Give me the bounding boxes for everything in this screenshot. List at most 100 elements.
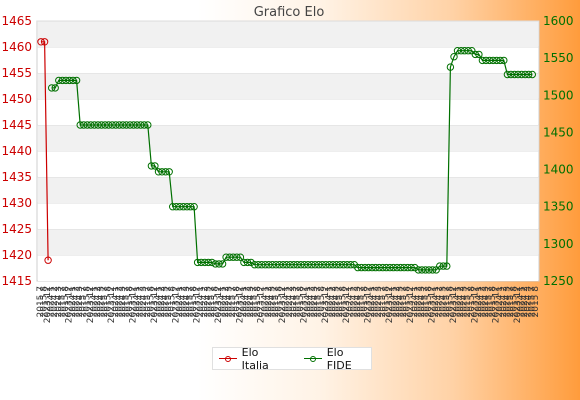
- data-point-elo-fide: [275, 261, 284, 269]
- y-left-tick-label: 1465: [1, 14, 32, 28]
- x-tick-label: 2024 3: [460, 286, 470, 318]
- data-point-elo-fide: [425, 266, 433, 274]
- y-left-tick-label: 1460: [1, 40, 32, 54]
- data-point-elo-fide: [151, 162, 159, 170]
- data-point-elo-fide: [286, 261, 294, 269]
- grid-band: [38, 177, 538, 203]
- legend-marker-elo-fide: [304, 354, 322, 364]
- data-point-elo-fide: [318, 261, 326, 269]
- x-tick-label: 2024 1: [367, 286, 377, 318]
- x-tick-label: 2023 12: [321, 286, 331, 323]
- x-tick-label: 2015 7: [143, 286, 153, 318]
- x-tick-label: 2024 1: [68, 286, 78, 318]
- data-point-elo-fide: [115, 121, 124, 129]
- x-tick-label: 2024 1: [431, 286, 441, 318]
- axis-ticks: 1415 1420 1425 1430 1435 1440 1445 1450 1455 1460…: [1, 14, 573, 323]
- x-tick-label: 2024 3: [54, 286, 64, 318]
- data-point-elo-fide: [51, 84, 59, 92]
- x-tick-label: 2024 2: [178, 286, 188, 318]
- x-tick-label: 2015 7: [250, 286, 260, 318]
- x-tick-label: 2015 8: [232, 286, 242, 318]
- data-point-elo-fide: [129, 121, 138, 129]
- legend: Elo Italia Elo FIDE: [212, 345, 372, 372]
- data-point-elo-fide: [371, 263, 380, 272]
- data-point-elo-fide: [396, 263, 405, 272]
- x-tick-label: 2015 7: [378, 286, 388, 318]
- x-tick-label: 2024 3: [182, 286, 192, 318]
- data-point-elo-fide: [236, 253, 245, 261]
- data-point-elo-fide: [72, 76, 81, 85]
- data-point-elo-fide: [446, 63, 455, 71]
- data-point-elo-fide: [215, 260, 223, 268]
- x-tick-label: 2023 12: [278, 286, 288, 323]
- x-tick-label: 2024 2: [349, 286, 359, 318]
- data-point-elo-fide: [240, 258, 248, 267]
- x-tick-label: 2024 2: [242, 286, 252, 318]
- y-right-tick-label: 1350: [543, 200, 574, 214]
- x-tick-label: 2024 2: [435, 286, 445, 318]
- data-point-elo-fide: [243, 258, 252, 267]
- data-point-elo-fide: [133, 121, 141, 129]
- data-point-elo-fide: [250, 261, 259, 269]
- data-point-elo-fide: [322, 261, 330, 269]
- x-tick-label: 2024 2: [328, 286, 338, 318]
- x-tick-label: 2015 8: [61, 286, 71, 318]
- x-tick-label: 2024 3: [118, 286, 128, 318]
- legend-label-elo-fide: Elo FIDE: [326, 345, 352, 372]
- x-tick-label: 2015 7: [57, 286, 67, 318]
- x-tick-label: 2024 2: [392, 286, 402, 318]
- x-tick-label: 2024 3: [331, 286, 341, 318]
- data-point-elo-fide: [94, 121, 102, 129]
- x-tick-label: 2024 2: [200, 286, 210, 318]
- x-tick-label: 2024 1: [324, 286, 334, 318]
- data-point-elo-fide: [76, 121, 84, 129]
- data-point-elo-fide: [521, 70, 529, 79]
- data-point-elo-fide: [154, 168, 163, 176]
- x-tick-label: 2024 3: [438, 286, 448, 318]
- x-tick-label: 2024 1: [153, 286, 163, 318]
- x-tick-label: 2023 12: [470, 286, 480, 323]
- x-tick-label: 2024 1: [47, 286, 57, 318]
- data-point-elo-fide: [258, 261, 266, 269]
- data-point-elo-fide: [393, 263, 401, 272]
- data-point-elo-fide: [165, 168, 173, 176]
- x-tick-label: 2024 1: [474, 286, 484, 318]
- data-point-elo-fide: [354, 263, 362, 272]
- y-right-tick-label: 1450: [543, 125, 574, 139]
- data-point-elo-fide: [112, 121, 120, 129]
- data-point-elo-fide: [90, 121, 99, 129]
- data-point-elo-fide: [315, 261, 323, 269]
- data-point-elo-fide: [329, 261, 337, 269]
- x-tick-label: 2015 8: [168, 286, 178, 318]
- x-tick-label: 2024 3: [246, 286, 256, 318]
- data-point-elo-fide: [418, 266, 426, 274]
- x-tick-label: 2024 1: [303, 286, 313, 318]
- data-point-elo-fide: [332, 261, 341, 269]
- data-point-elo-fide: [347, 261, 355, 269]
- x-tick-label: 2024 2: [477, 286, 487, 318]
- x-tick-label: 2015 7: [164, 286, 174, 318]
- data-point-elo-fide: [325, 261, 334, 269]
- x-tick-label: 2023 12: [257, 286, 267, 323]
- data-point-elo-fide: [268, 261, 277, 269]
- grid-bands: [37, 20, 539, 281]
- x-tick-label: 2024 2: [520, 286, 530, 318]
- x-tick-label: 2023 12: [43, 286, 53, 323]
- x-tick-label: 2023 12: [364, 286, 374, 323]
- x-tick-label: 2024 1: [346, 286, 356, 318]
- data-point-elo-fide: [126, 121, 134, 129]
- y-left-tick-label: 1425: [1, 222, 32, 236]
- data-point-elo-fide: [507, 70, 515, 79]
- data-point-elo-fide: [489, 56, 497, 65]
- data-point-elo-fide: [140, 121, 148, 129]
- y-left-tick-label: 1435: [1, 170, 32, 184]
- x-tick-label: 2024 2: [264, 286, 274, 318]
- data-point-elo-fide: [528, 70, 536, 79]
- x-tick-label: 2024 2: [307, 286, 317, 318]
- data-point-elo-fide: [65, 76, 74, 85]
- grid-band: [38, 73, 538, 99]
- data-point-elo-fide: [169, 203, 177, 211]
- data-point-elo-fide: [464, 47, 472, 55]
- x-tick-label: 2024 2: [456, 286, 466, 318]
- x-tick-label: 2023 12: [428, 286, 438, 323]
